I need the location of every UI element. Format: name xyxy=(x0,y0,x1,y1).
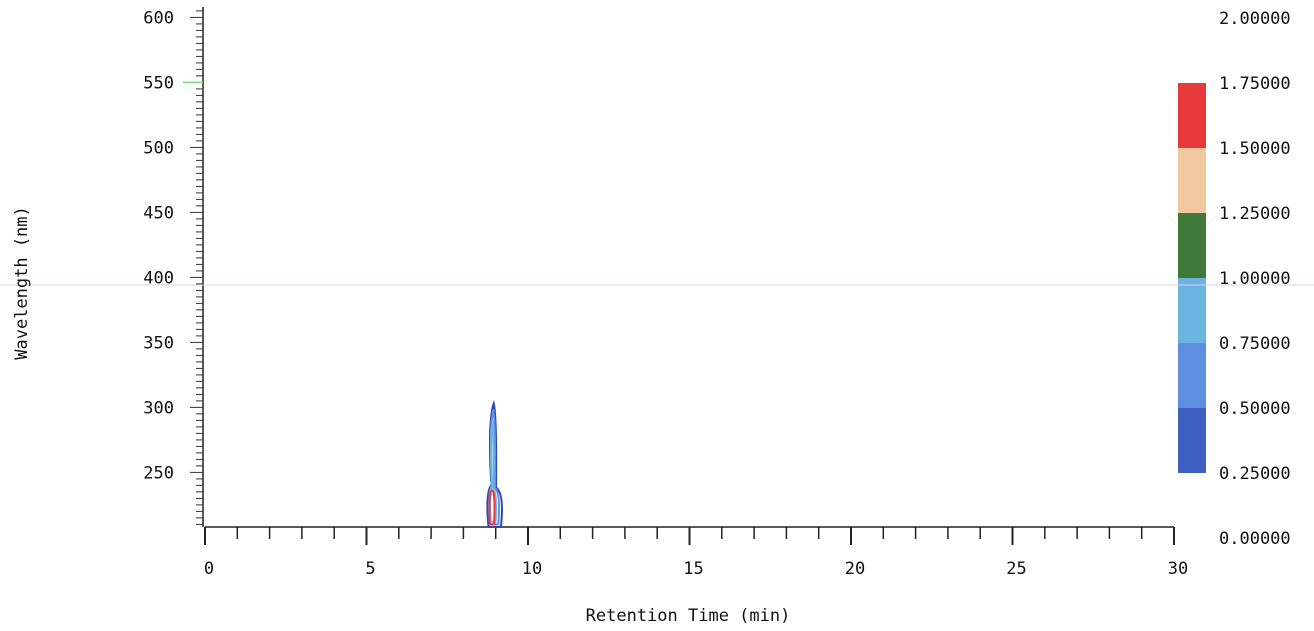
x-tick-label: 30 xyxy=(1168,559,1188,579)
y-axis: 250 300 350 400 450 500 550 600 xyxy=(143,7,204,527)
y-tick-label: 350 xyxy=(143,333,174,353)
y-axis-title: Wavelength (nm) xyxy=(12,206,32,360)
colorbar-tick-label: 1.50000 xyxy=(1219,139,1291,159)
colorbar-tick-label: 2.00000 xyxy=(1219,9,1291,29)
colorbar-band xyxy=(1178,83,1206,148)
x-tick-label: 10 xyxy=(522,559,542,579)
y-tick-label: 450 xyxy=(143,203,174,223)
x-tick-label: 20 xyxy=(845,559,865,579)
y-tick-label: 500 xyxy=(143,138,174,158)
peak-contours xyxy=(486,400,503,528)
y-tick-label: 250 xyxy=(143,463,174,483)
peak-contour xyxy=(488,489,496,526)
colorbar-band xyxy=(1178,343,1206,408)
y-tick-label: 300 xyxy=(143,398,174,418)
y-tick-label: 400 xyxy=(143,268,174,288)
colorbar-band xyxy=(1178,408,1206,473)
y-tick-label: 600 xyxy=(143,8,174,28)
colorbar-tick-label: 0.00000 xyxy=(1219,529,1291,549)
colorbar-tick-label: 0.50000 xyxy=(1219,399,1291,419)
colorbar-tick-label: 1.75000 xyxy=(1219,74,1291,94)
x-tick-label: 0 xyxy=(204,559,214,579)
colorbar: 0.00000 0.25000 0.50000 0.75000 1.00000 1.250… xyxy=(1178,9,1291,549)
colorbar-tick-label: 0.25000 xyxy=(1219,464,1291,484)
x-tick-label: 5 xyxy=(365,559,375,579)
x-axis: 0 5 10 15 20 25 30 xyxy=(204,526,1188,579)
colorbar-tick-label: 0.75000 xyxy=(1219,334,1291,354)
colorbar-band xyxy=(1178,213,1206,278)
colorbar-tick-label: 1.00000 xyxy=(1219,269,1291,289)
x-tick-label: 25 xyxy=(1006,559,1026,579)
y-tick-label: 550 xyxy=(143,73,174,93)
colorbar-band xyxy=(1178,148,1206,213)
x-axis-title: Retention Time (min) xyxy=(586,606,791,626)
peak-contour xyxy=(489,420,498,523)
colorbar-band xyxy=(1178,278,1206,343)
x-tick-label: 15 xyxy=(683,559,703,579)
colorbar-tick-label: 1.25000 xyxy=(1219,204,1291,224)
